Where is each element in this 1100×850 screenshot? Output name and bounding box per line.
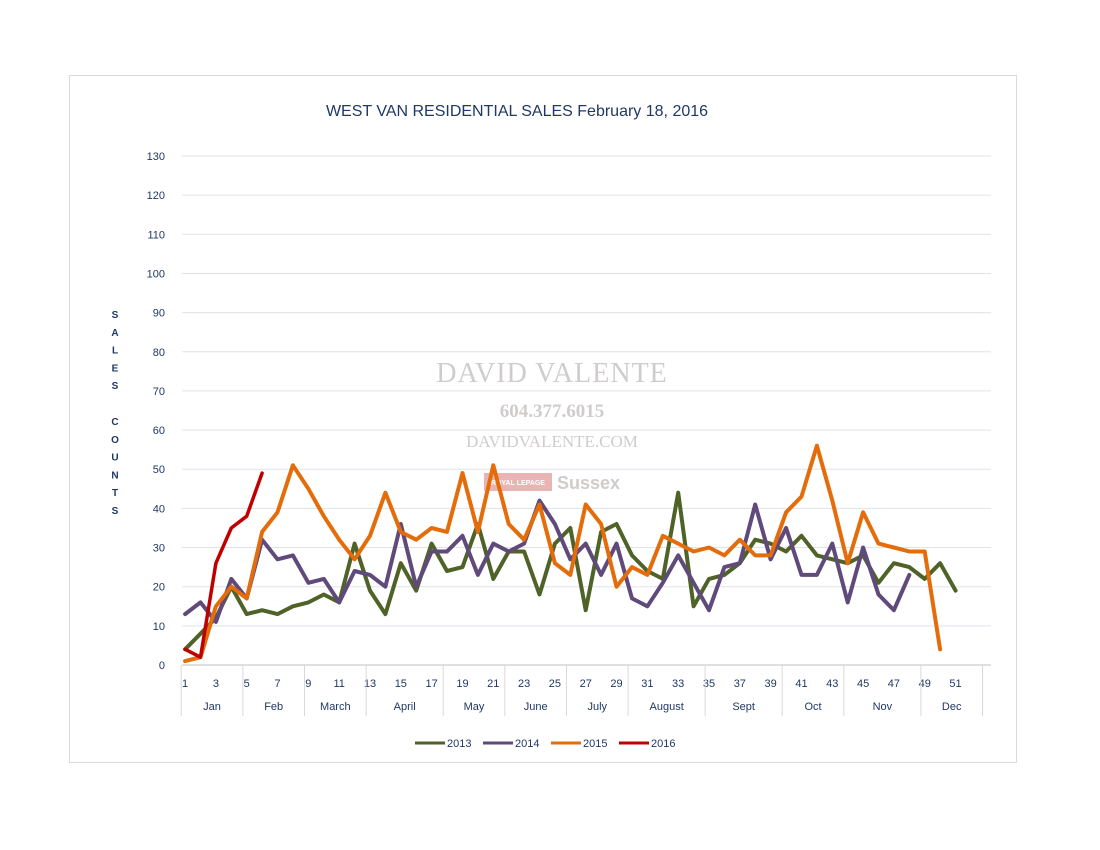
x-tick-label: 49 xyxy=(919,678,931,690)
y-tick-label: 30 xyxy=(153,543,165,555)
month-label: Feb xyxy=(264,701,283,713)
x-tick-label: 35 xyxy=(703,678,715,690)
chart-frame: WEST VAN RESIDENTIAL SALES February 18, … xyxy=(69,75,1017,763)
x-tick-label: 9 xyxy=(305,678,311,690)
watermark-badge-text: ROYAL LEPAGE xyxy=(491,480,545,487)
y-axis-label-letter: S xyxy=(112,310,119,321)
legend-label-2016: 2016 xyxy=(651,738,675,750)
y-axis-label-letter: U xyxy=(111,453,118,464)
y-axis-ticks: 0 10 20 30 40 50 60 70 80 90 100 110 120 130 xyxy=(147,151,165,672)
watermark-website: DAVIDVALENTE.COM xyxy=(466,432,638,451)
month-label: Jan xyxy=(203,701,221,713)
x-tick-label: 39 xyxy=(765,678,777,690)
legend-label-2014: 2014 xyxy=(515,738,539,750)
x-tick-label: 37 xyxy=(734,678,746,690)
y-tick-label: 130 xyxy=(147,151,165,163)
y-tick-label: 80 xyxy=(153,347,165,359)
y-axis-label-letter: O xyxy=(111,435,119,446)
month-label: June xyxy=(524,701,548,713)
y-axis-label-letter: N xyxy=(111,470,118,481)
y-tick-label: 70 xyxy=(153,386,165,398)
y-tick-label: 100 xyxy=(147,268,165,280)
x-axis: 1 3 5 7 9 11 13 15 17 19 21 23 25 27 29 31 33 35 37 39 41 43 4… xyxy=(180,665,984,716)
y-axis-label-letter: E xyxy=(112,363,119,374)
watermark-name: DAVID VALENTE xyxy=(436,358,668,389)
month-label: May xyxy=(464,701,485,713)
x-tick-label: 13 xyxy=(364,678,376,690)
y-tick-label: 10 xyxy=(153,621,165,633)
legend: 2013 2014 2015 2016 xyxy=(415,738,675,750)
month-label: August xyxy=(650,701,684,713)
month-label: Dec xyxy=(942,701,962,713)
month-label: Oct xyxy=(804,701,821,713)
chart: WEST VAN RESIDENTIAL SALES February 18, … xyxy=(111,103,991,750)
x-tick-label: 47 xyxy=(888,678,900,690)
y-axis-label-letter: L xyxy=(112,346,118,357)
watermark-badge xyxy=(484,473,552,491)
y-tick-label: 110 xyxy=(147,229,165,241)
month-label: April xyxy=(394,701,416,713)
legend-label-2015: 2015 xyxy=(583,738,607,750)
watermark-phone: 604.377.6015 xyxy=(500,401,605,422)
x-tick-label: 17 xyxy=(426,678,438,690)
x-tick-label: 45 xyxy=(857,678,869,690)
y-tick-label: 120 xyxy=(147,190,165,202)
series-line-2014 xyxy=(183,498,912,624)
x-tick-label: 29 xyxy=(610,678,622,690)
x-tick-label: 51 xyxy=(949,678,961,690)
month-label: Nov xyxy=(873,701,893,713)
x-tick-label: 5 xyxy=(244,678,250,690)
data-series xyxy=(183,443,958,664)
x-tick-label: 7 xyxy=(274,678,280,690)
month-label: Sept xyxy=(732,701,755,713)
y-axis-label-letter: C xyxy=(111,417,118,428)
y-axis-label-letter: S xyxy=(112,381,119,392)
x-tick-label: 1 xyxy=(182,678,188,690)
chart-title: WEST VAN RESIDENTIAL SALES February 18, … xyxy=(326,103,708,120)
x-tick-label: 25 xyxy=(549,678,561,690)
x-tick-label: 3 xyxy=(213,678,219,690)
y-axis-label-letter: S xyxy=(112,506,119,517)
watermark-brand: Sussex xyxy=(557,473,620,493)
x-tick-label: 21 xyxy=(487,678,499,690)
legend-label-2013: 2013 xyxy=(447,738,471,750)
month-label: July xyxy=(588,701,608,713)
y-axis-label-letter: A xyxy=(111,328,118,339)
x-tick-label: 19 xyxy=(456,678,468,690)
month-label: March xyxy=(320,701,351,713)
y-axis-label-letter: T xyxy=(112,488,118,499)
x-tick-label: 11 xyxy=(333,678,344,690)
x-tick-label: 31 xyxy=(641,678,653,690)
series-line-2016 xyxy=(183,471,264,659)
y-tick-label: 20 xyxy=(153,582,165,594)
y-tick-label: 0 xyxy=(159,660,165,672)
watermark: DAVID VALENTE 604.377.6015 DAVIDVALENTE.… xyxy=(436,358,668,493)
x-tick-label: 41 xyxy=(795,678,807,690)
series-line-2015 xyxy=(183,443,943,664)
y-tick-label: 60 xyxy=(153,425,165,437)
x-tick-label: 23 xyxy=(518,678,530,690)
y-tick-label: 90 xyxy=(153,308,165,320)
x-tick-label: 15 xyxy=(395,678,407,690)
y-tick-label: 40 xyxy=(153,503,165,515)
x-tick-label: 43 xyxy=(826,678,838,690)
x-tick-label: 33 xyxy=(672,678,684,690)
x-tick-label: 27 xyxy=(580,678,592,690)
y-tick-label: 50 xyxy=(153,464,165,476)
